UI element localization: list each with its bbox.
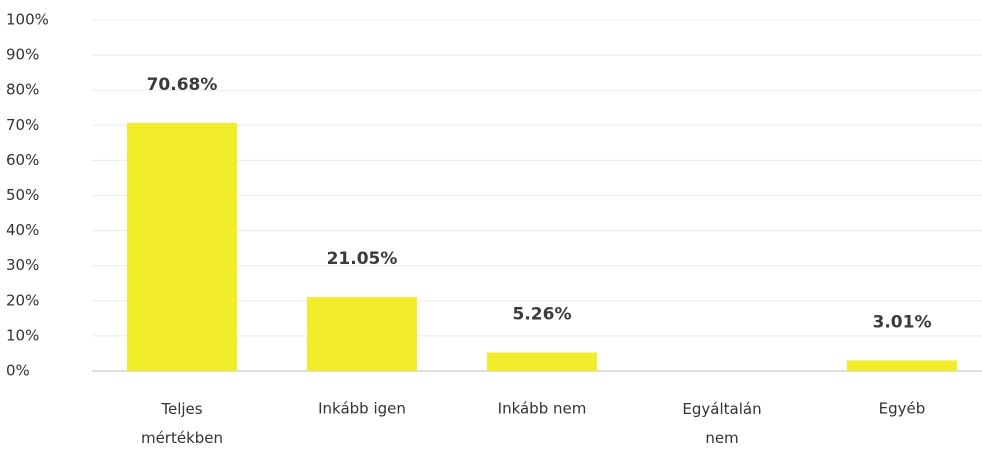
y-tick-label: 60% [6, 151, 39, 169]
y-tick-label: 0% [6, 362, 30, 380]
bar [487, 352, 597, 371]
bar [127, 122, 237, 371]
bar [307, 297, 417, 371]
y-tick-label: 70% [6, 116, 39, 134]
y-tick-label: 80% [6, 81, 39, 99]
y-tick-label: 90% [6, 46, 39, 64]
y-tick-label: 20% [6, 291, 39, 309]
x-tick-label: Inkább nem [498, 400, 587, 418]
data-label: 3.01% [873, 312, 932, 332]
data-label: 21.05% [327, 249, 398, 269]
y-tick-label: 100% [6, 11, 49, 29]
y-tick-label: 10% [6, 326, 39, 344]
y-tick-label: 40% [6, 221, 39, 239]
data-label: 70.68% [147, 75, 218, 95]
y-tick-label: 50% [6, 186, 39, 204]
x-tick-label: Egyáltalán nem [682, 400, 761, 447]
data-label: 5.26% [513, 305, 572, 325]
x-tick-label: Teljes mértékben [141, 400, 223, 447]
y-tick-label: 30% [6, 256, 39, 274]
x-tick-label: Egyéb [879, 400, 926, 418]
bar [847, 360, 957, 371]
x-tick-label: Inkább igen [318, 400, 406, 418]
